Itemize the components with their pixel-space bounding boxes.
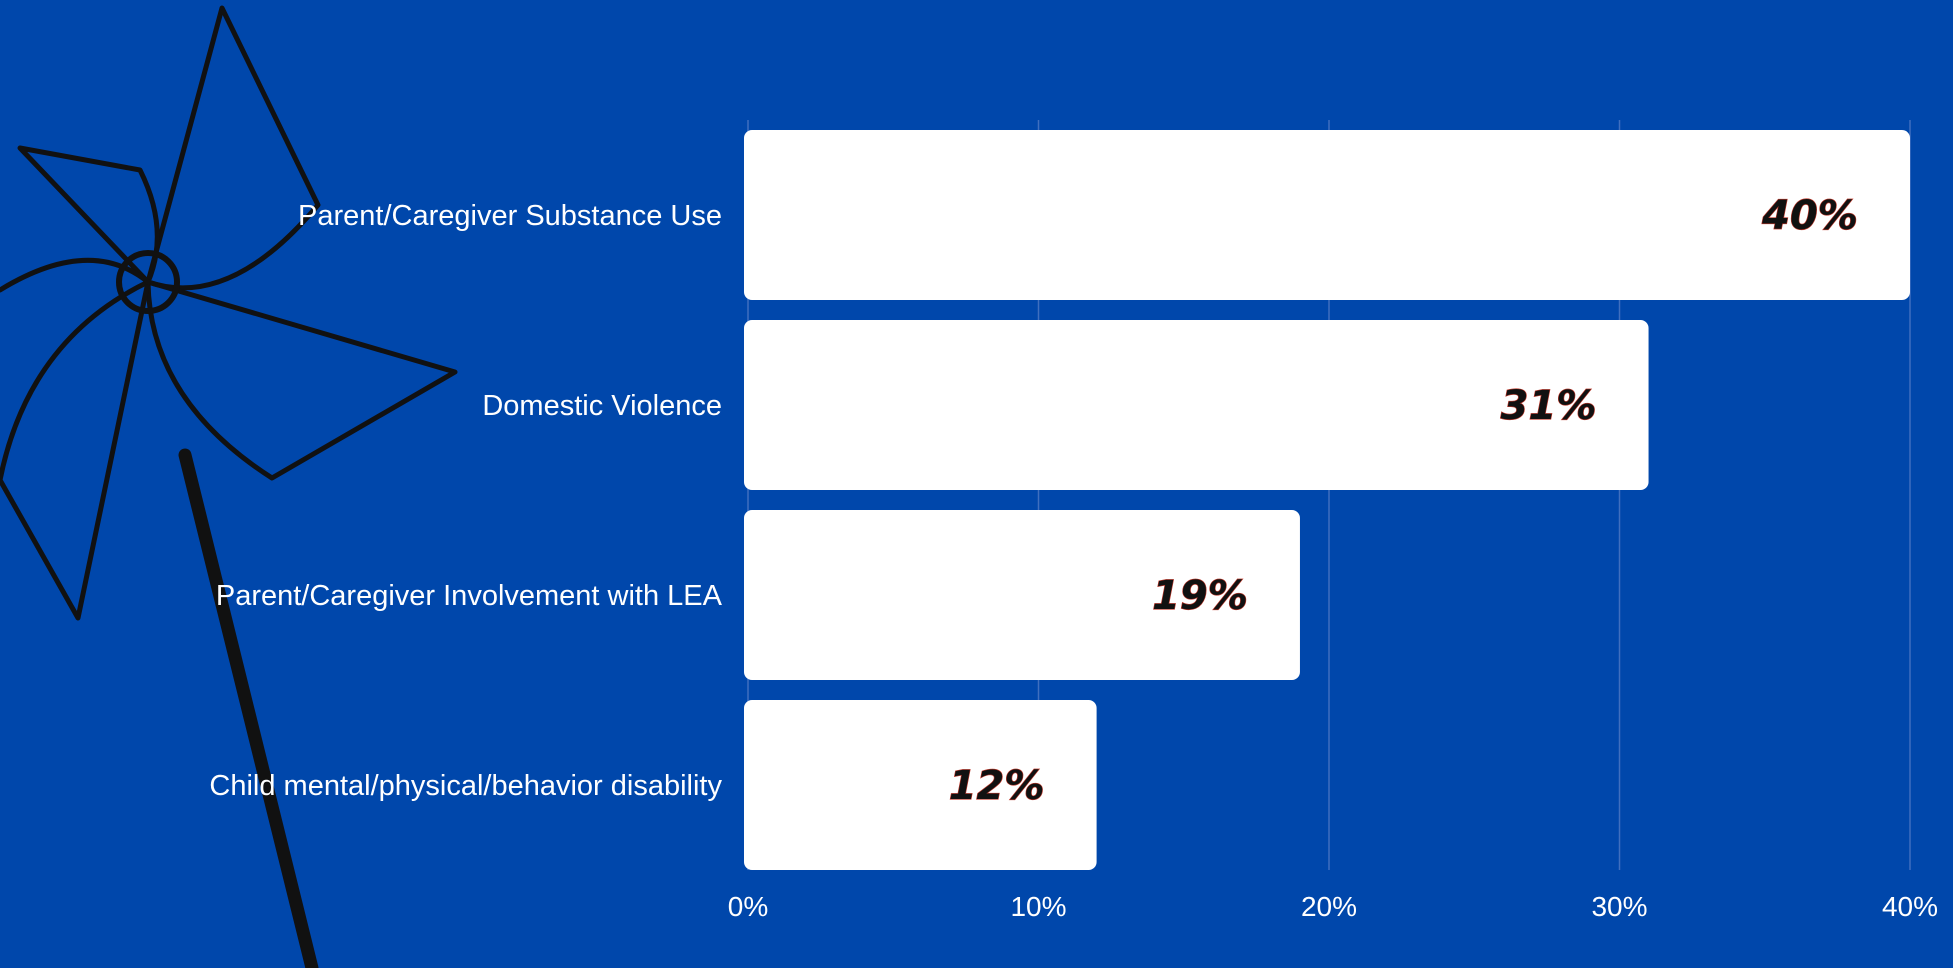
category-label: Parent/Caregiver Involvement with LEA (216, 580, 723, 612)
pinwheel-icon (0, 5, 458, 968)
x-tick-label: 10% (1010, 891, 1066, 922)
category-label: Parent/Caregiver Substance Use (298, 200, 722, 232)
x-tick-label: 40% (1882, 891, 1938, 922)
x-tick-label: 20% (1301, 891, 1357, 922)
bars (744, 130, 1910, 870)
bar (744, 700, 1097, 870)
bar (744, 510, 1300, 680)
category-label: Child mental/physical/behavior disabilit… (209, 770, 722, 802)
data-label: 31% (1501, 383, 1597, 429)
x-tick-label: 30% (1591, 891, 1647, 922)
bar (744, 130, 1910, 300)
bar (744, 320, 1649, 490)
x-axis-ticks: 0% 10% 20% 30% 40% (728, 891, 1938, 922)
category-label: Domestic Violence (482, 390, 722, 422)
x-tick-label: 0% (728, 891, 768, 922)
data-label: 12% (949, 763, 1045, 809)
category-labels: Parent/Caregiver Substance Use Domestic V… (209, 200, 722, 802)
data-label: 40% (1761, 193, 1858, 239)
data-label: 19% (1152, 573, 1248, 619)
data-labels: 40% 31% 19% 12% (948, 192, 1858, 809)
